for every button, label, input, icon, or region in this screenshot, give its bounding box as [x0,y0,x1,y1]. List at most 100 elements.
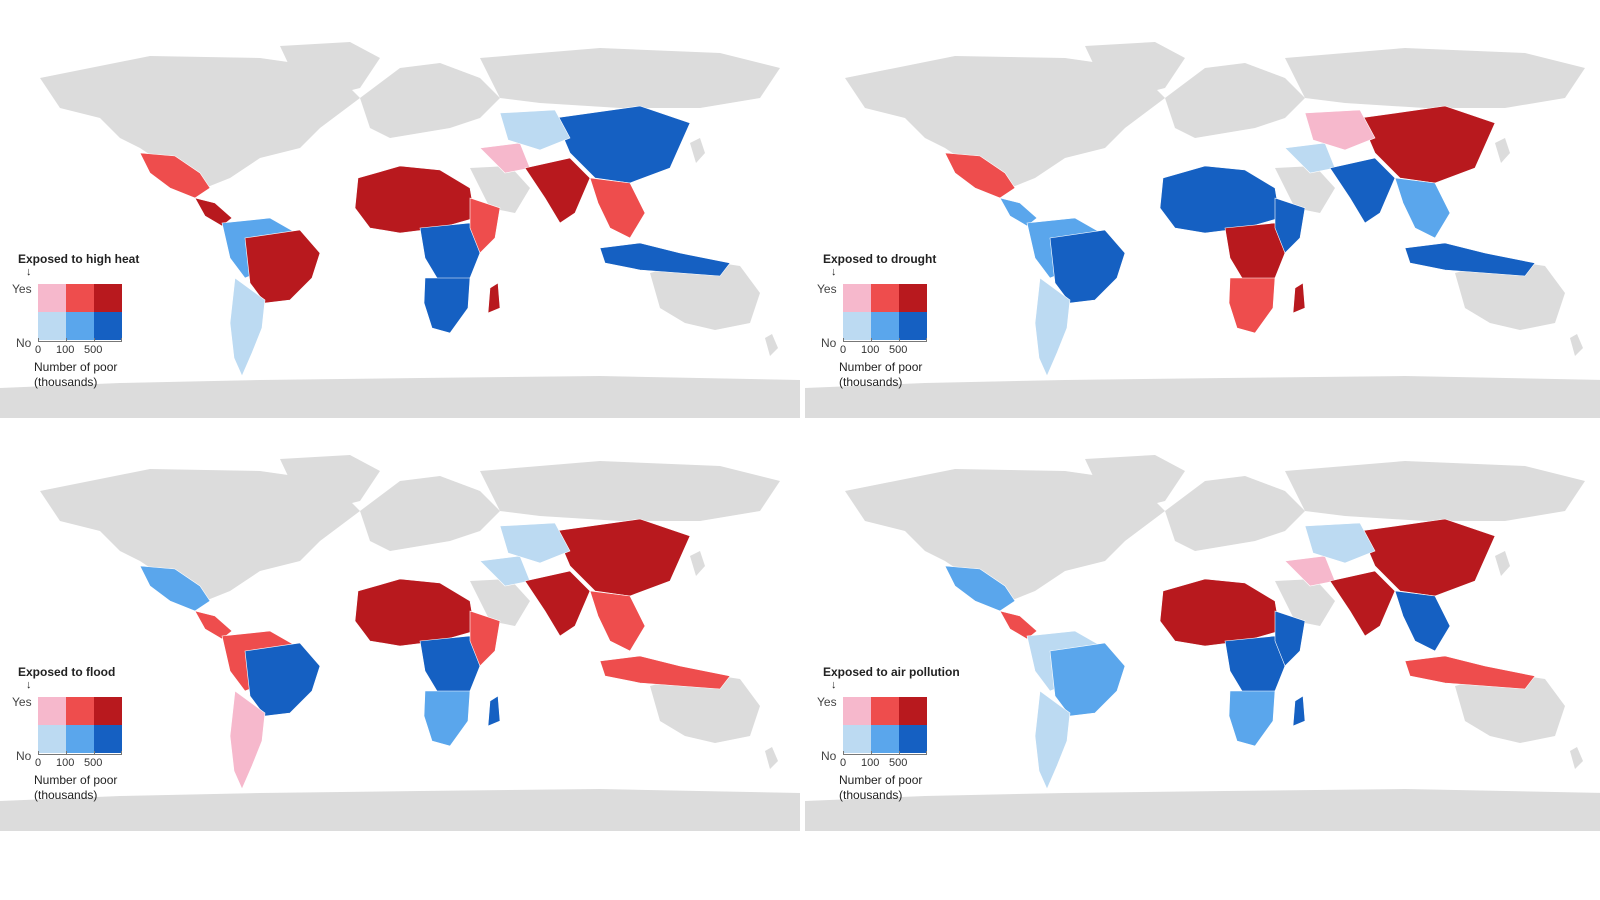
legend-caption-line2: (thousands) [34,375,98,389]
legend-caption-line1: Number of poor [34,773,118,787]
legend-caption-line1: Number of poor [839,360,923,374]
legend-caption: Number of poor (thousands) [839,360,922,390]
legend-tick-label: 500 [889,757,908,769]
legend-swatch-no-high [899,312,927,340]
land-greenland [1085,42,1185,98]
region-central-asia [1304,109,1376,151]
arrow-down-icon: ↓ [26,679,32,691]
legend-no-label: No [821,336,837,350]
legend-tick-label: 100 [56,757,75,769]
legend-tick [66,751,67,755]
region-indonesia [599,242,731,277]
legend-swatch-no-low [843,312,871,340]
region-india [524,157,591,224]
region-west-africa [354,578,476,647]
land-europe [1165,63,1305,138]
land-arabia [470,166,530,213]
legend-swatch-yes-low [38,697,66,725]
legend-caption-line1: Number of poor [34,360,118,374]
map-panel-high-heat: Exposed to high heat ↓ Yes No 0 100 500 … [0,38,800,418]
legend: Exposed to drought ↓ Yes No 0 100 500 Nu… [817,252,999,402]
legend: Exposed to high heat ↓ Yes No 0 100 500 … [12,252,194,402]
region-indonesia [1404,242,1536,277]
world-map [805,38,1600,418]
land-australia [1455,260,1565,330]
legend-swatch-yes-high [94,284,122,312]
legend-caption-line2: (thousands) [839,375,903,389]
region-southeast-asia [589,177,646,239]
legend-tick [899,751,900,755]
land-japan [1495,138,1510,163]
land-new-zealand [765,747,778,769]
legend-swatch-no-high [899,725,927,753]
legend-swatch-no-mid [66,725,94,753]
legend-tick [94,751,95,755]
region-india [1329,570,1396,637]
legend-tick [871,751,872,755]
legend-swatch-no-mid [871,312,899,340]
region-south-america-south [229,690,266,790]
arrow-down-icon: ↓ [831,266,837,278]
region-china [1359,518,1496,597]
legend-caption: Number of poor (thousands) [839,773,922,803]
legend-caption: Number of poor (thousands) [34,360,117,390]
legend-grid [843,697,927,753]
region-indonesia [1404,655,1536,690]
legend-caption: Number of poor (thousands) [34,773,117,803]
region-south-america-south [1034,690,1071,790]
land-asia-north [480,48,780,108]
legend-axis [38,754,122,755]
legend-grid [38,284,122,340]
land-australia [650,260,760,330]
land-north-america [40,469,360,601]
land-new-zealand [1570,334,1583,356]
legend-tick [899,338,900,342]
legend-swatch-no-low [843,725,871,753]
land-antarctica [805,376,1600,418]
region-india [524,570,591,637]
land-arabia [1275,579,1335,626]
land-antarctica [805,789,1600,831]
legend-title: Exposed to air pollution [823,665,960,679]
legend-axis [38,341,122,342]
world-map [0,451,800,831]
region-west-africa [1159,165,1281,234]
region-southeast-asia [1394,177,1451,239]
legend-swatch-no-mid [66,312,94,340]
region-central-america [194,610,233,640]
land-greenland [280,455,380,511]
region-indonesia [599,655,731,690]
region-southern-africa [423,690,471,747]
legend-yes-label: Yes [12,282,32,296]
legend-tick [871,338,872,342]
legend-tick [926,338,927,342]
legend-swatch-yes-mid [66,284,94,312]
region-west-africa [1159,578,1281,647]
legend-axis [843,341,927,342]
legend-swatch-yes-low [38,284,66,312]
legend-tick [38,751,39,755]
legend-swatch-yes-high [899,697,927,725]
region-south-america-south [1034,277,1071,377]
land-japan [690,551,705,576]
legend-caption-line2: (thousands) [839,788,903,802]
region-brazil [244,642,321,717]
land-new-zealand [765,334,778,356]
region-southern-africa [423,277,471,334]
legend-swatch-yes-high [94,697,122,725]
land-europe [360,63,500,138]
region-southern-africa [1228,690,1276,747]
land-europe [1165,476,1305,551]
legend: Exposed to air pollution ↓ Yes No 0 100 … [817,665,999,815]
region-central-america [194,197,233,227]
legend-tick-label: 500 [889,344,908,356]
legend-swatch-no-high [94,312,122,340]
legend-tick [66,338,67,342]
region-india [1329,157,1396,224]
legend-swatch-yes-mid [871,284,899,312]
legend-tick-label: 0 [840,344,847,356]
region-china [554,105,691,184]
legend-swatch-no-mid [871,725,899,753]
legend-tick-label: 100 [861,757,880,769]
legend-caption-line1: Number of poor [839,773,923,787]
